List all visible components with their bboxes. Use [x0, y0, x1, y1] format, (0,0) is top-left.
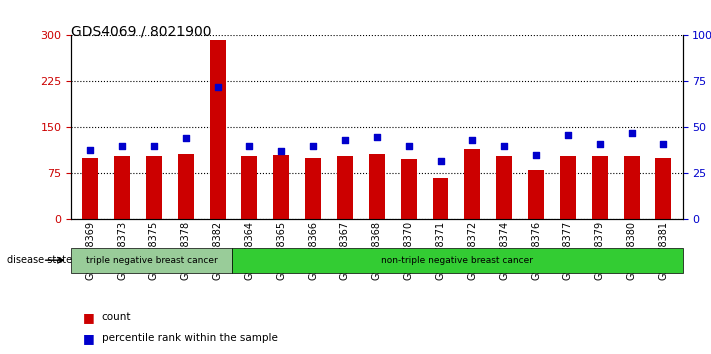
Point [212, 84, 223, 90]
Text: disease state: disease state [7, 255, 73, 265]
Bar [464, 149, 481, 219]
Text: count: count [102, 312, 131, 322]
Point [658, 141, 669, 147]
Point [435, 158, 447, 164]
Point [307, 143, 319, 149]
Text: GDS4069 / 8021900: GDS4069 / 8021900 [71, 25, 212, 39]
Bar [114, 156, 130, 219]
Bar [592, 156, 608, 219]
Point [85, 147, 96, 152]
Point [626, 130, 637, 136]
Bar [432, 178, 449, 219]
Bar [369, 154, 385, 219]
Point [244, 143, 255, 149]
Bar [528, 170, 544, 219]
Point [498, 143, 510, 149]
Bar [337, 156, 353, 219]
Point [339, 137, 351, 143]
Point [180, 136, 191, 141]
Bar [496, 156, 512, 219]
Bar [305, 158, 321, 219]
Bar [242, 156, 257, 219]
Point [117, 143, 128, 149]
Bar [560, 156, 576, 219]
Bar [146, 156, 162, 219]
Text: percentile rank within the sample: percentile rank within the sample [102, 333, 277, 343]
Point [466, 137, 478, 143]
Bar [273, 155, 289, 219]
Text: ■: ■ [83, 332, 95, 345]
Bar [624, 156, 640, 219]
Text: ■: ■ [83, 311, 95, 324]
Bar [210, 40, 225, 219]
Text: non-triple negative breast cancer: non-triple negative breast cancer [381, 256, 533, 265]
FancyBboxPatch shape [71, 248, 232, 273]
Point [276, 149, 287, 154]
Bar [82, 158, 98, 219]
Point [594, 141, 606, 147]
Bar [401, 159, 417, 219]
FancyBboxPatch shape [232, 248, 683, 273]
Bar [178, 154, 193, 219]
Point [530, 152, 542, 158]
Point [562, 132, 574, 138]
Point [148, 143, 159, 149]
Text: triple negative breast cancer: triple negative breast cancer [86, 256, 218, 265]
Point [371, 134, 383, 139]
Bar [656, 158, 671, 219]
Point [403, 143, 415, 149]
